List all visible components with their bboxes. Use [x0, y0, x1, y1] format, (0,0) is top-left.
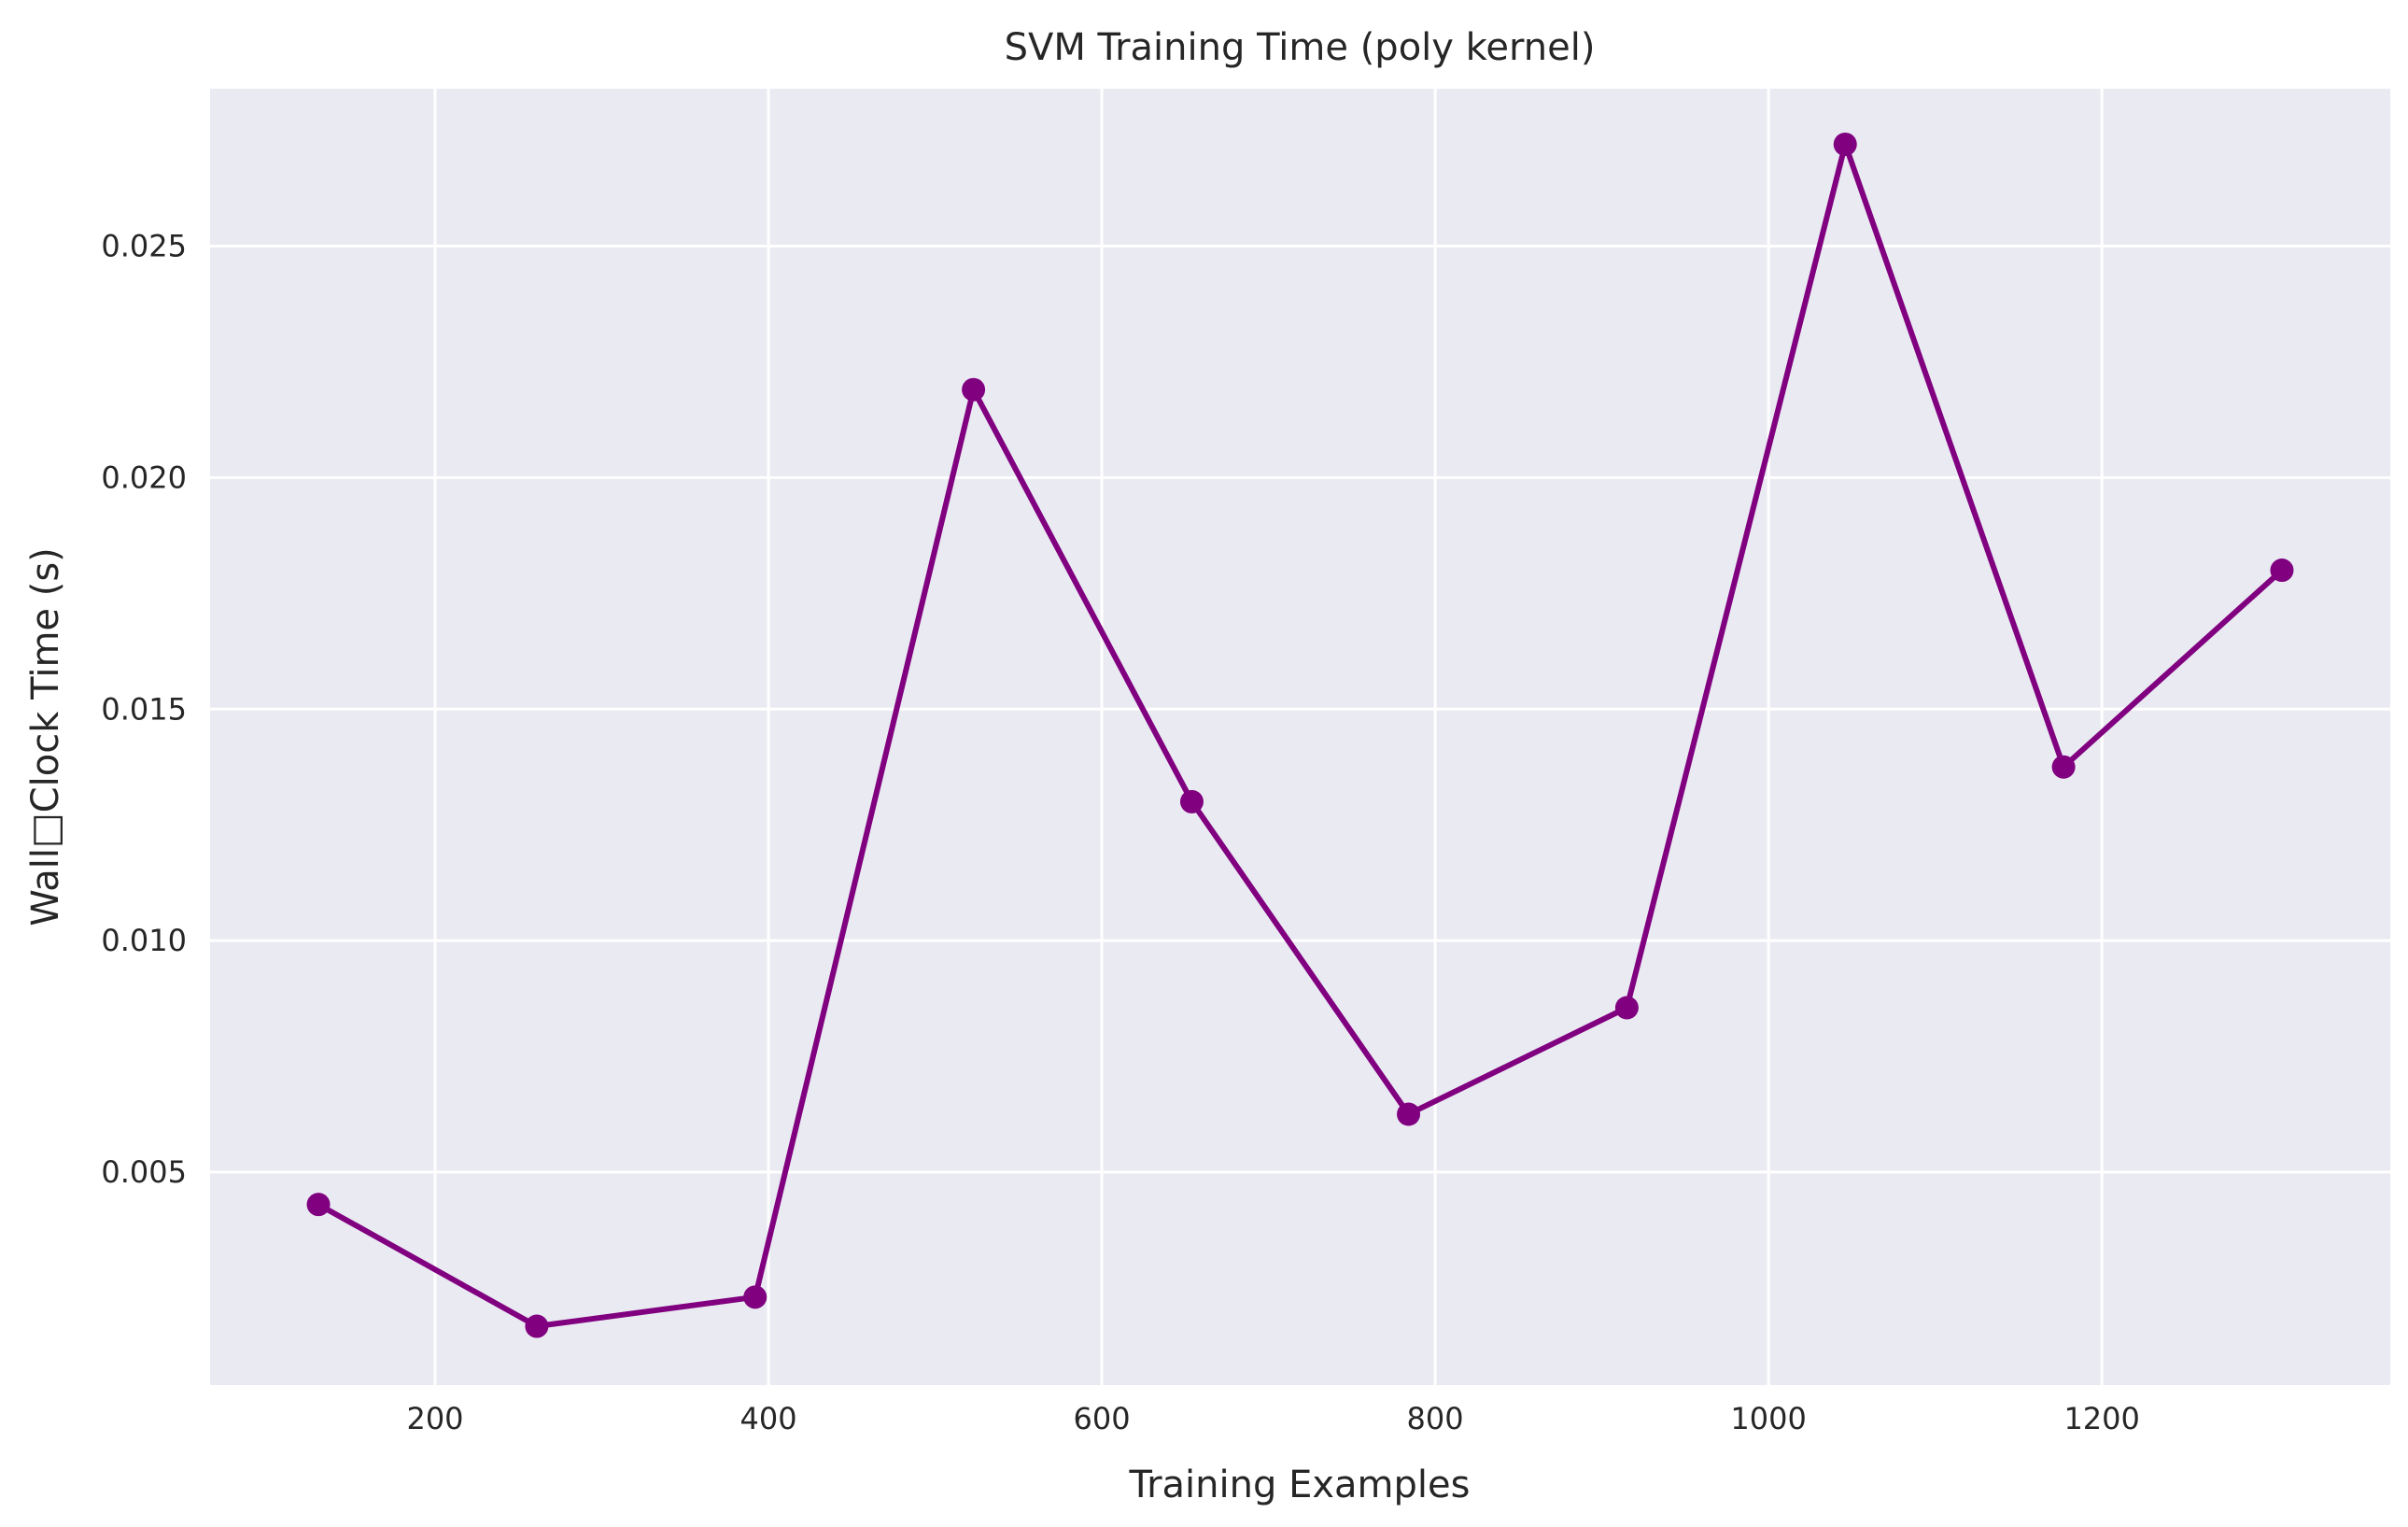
- data-point-marker: [1614, 996, 1639, 1020]
- chart-title: SVM Training Time (poly kernel): [1005, 26, 1596, 69]
- x-tick-label: 400: [739, 1401, 796, 1436]
- data-series: [306, 132, 2294, 1338]
- y-tick-label: 0.015: [101, 691, 187, 727]
- x-tick-labels: 200 400 600 800 1000 1200: [406, 1401, 2139, 1436]
- y-tick-label: 0.005: [101, 1154, 187, 1190]
- y-tick-labels: 0.005 0.010 0.015 0.020 0.025: [101, 229, 187, 1190]
- plot-area: [210, 89, 2390, 1385]
- y-tick-label: 0.020: [101, 460, 187, 495]
- grid-lines: [210, 89, 2390, 1385]
- y-tick-label: 0.025: [101, 229, 187, 264]
- data-point-marker: [525, 1314, 549, 1338]
- x-tick-label: 1000: [1730, 1401, 1806, 1436]
- y-tick-label: 0.010: [101, 923, 187, 958]
- x-axis-label: Training Examples: [1129, 1463, 1471, 1506]
- data-point-marker: [2051, 755, 2076, 779]
- data-point-marker: [1397, 1102, 1421, 1126]
- data-point-marker: [1179, 789, 1204, 813]
- x-tick-label: 600: [1074, 1401, 1131, 1436]
- x-tick-label: 1200: [2063, 1401, 2139, 1436]
- y-axis-label: Wall□Clock Time (s): [24, 547, 67, 926]
- series-line: [316, 141, 2285, 1329]
- data-point-marker: [962, 377, 986, 402]
- data-point-marker: [743, 1285, 767, 1309]
- data-point-marker: [306, 1193, 331, 1217]
- x-tick-label: 200: [406, 1401, 463, 1436]
- data-point-marker: [1833, 132, 1857, 156]
- x-tick-label: 800: [1407, 1401, 1464, 1436]
- data-point-marker: [2270, 558, 2294, 583]
